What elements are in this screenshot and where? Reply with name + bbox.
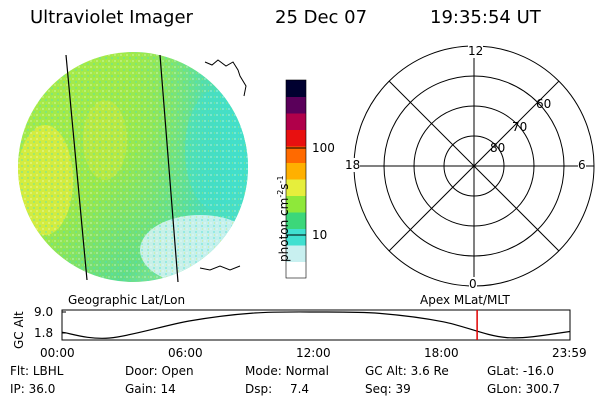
param-filter: Flt: LBHL (10, 364, 64, 378)
timeline-xtick-2: 12:00 (296, 346, 331, 360)
timeline-xtick-0: 00:00 (40, 346, 75, 360)
param-seq: Seq: 39 (365, 382, 411, 396)
colorbar-label: photon cm-2s-1 (276, 175, 291, 262)
colorbar-segment (286, 179, 306, 196)
param-mode: Mode: Normal (245, 364, 329, 378)
colorbar-segment (286, 245, 306, 262)
meridian-line-east (159, 54, 179, 283)
timeline-frame (61, 309, 571, 341)
timeline-xtick-4: 23:59 (552, 346, 587, 360)
geographic-label: Geographic Lat/Lon (68, 293, 186, 307)
timeline-ylabel: GC Alt (12, 311, 26, 349)
colorbar-segment (286, 113, 306, 130)
timeline-ytick-bottom: 1.8 (34, 326, 54, 340)
meridian-line-west (65, 54, 88, 281)
time-label: 19:35:54 UT (430, 7, 541, 28)
altitude-curve (61, 311, 571, 339)
mlt-label-18: 18 (345, 158, 361, 172)
uv-image-disk (18, 52, 248, 283)
colorbar (285, 79, 307, 279)
mlt-label-12: 12 (468, 44, 484, 58)
lat-label-70: 70 (512, 120, 528, 134)
polar-diagonal-2 (388, 80, 560, 252)
colorbar-segment (286, 96, 306, 114)
colorbar-ticks (286, 147, 306, 236)
param-glon: GLon: 300.7 (487, 382, 560, 396)
lat-label-60: 60 (536, 97, 552, 111)
colorbar-tick-100: 100 (312, 141, 335, 155)
param-door: Door: Open (125, 364, 194, 378)
param-dsp: Dsp: 7.4 (245, 382, 310, 396)
timeline-xtick-1: 06:00 (168, 346, 203, 360)
apex-label: Apex MLat/MLT (420, 293, 510, 307)
colorbar-segment (286, 162, 306, 180)
timeline-xtick-3: 18:00 (424, 346, 459, 360)
coastline-north (204, 59, 247, 97)
mlt-label-0: 0 (469, 277, 477, 291)
coastline-south (199, 265, 241, 271)
mlt-label-6: 6 (578, 158, 586, 172)
date-label: 25 Dec 07 (275, 7, 368, 28)
param-gain: Gain: 14 (125, 382, 176, 396)
colorbar-segment (286, 228, 306, 246)
param-ip: IP: 36.0 (10, 382, 56, 396)
colorbar-segment (286, 129, 306, 147)
polar-grid (353, 45, 595, 287)
timeline-ytick-top: 9.0 (34, 305, 54, 319)
colorbar-segment (286, 212, 306, 229)
colorbar-frame (285, 79, 307, 279)
colorbar-segment (286, 146, 306, 163)
lat-label-80: 80 (490, 141, 506, 155)
timeline-yticks (62, 311, 66, 334)
colorbar-tick-10: 10 (312, 228, 328, 242)
param-glat: GLat: -16.0 (487, 364, 554, 378)
param-gc-alt: GC Alt: 3.6 Re (365, 364, 449, 378)
colorbar-segment (286, 261, 306, 279)
colorbar-segment (286, 80, 306, 97)
instrument-title: Ultraviolet Imager (30, 7, 193, 28)
colorbar-segment (286, 195, 306, 213)
